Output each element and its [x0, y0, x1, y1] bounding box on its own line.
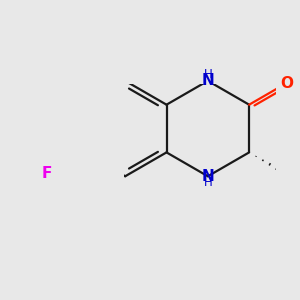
Text: H: H	[203, 176, 212, 189]
Text: H: H	[203, 68, 212, 81]
Text: N: N	[202, 169, 214, 184]
Text: O: O	[280, 76, 293, 91]
Text: F: F	[41, 167, 52, 182]
Text: N: N	[202, 73, 214, 88]
